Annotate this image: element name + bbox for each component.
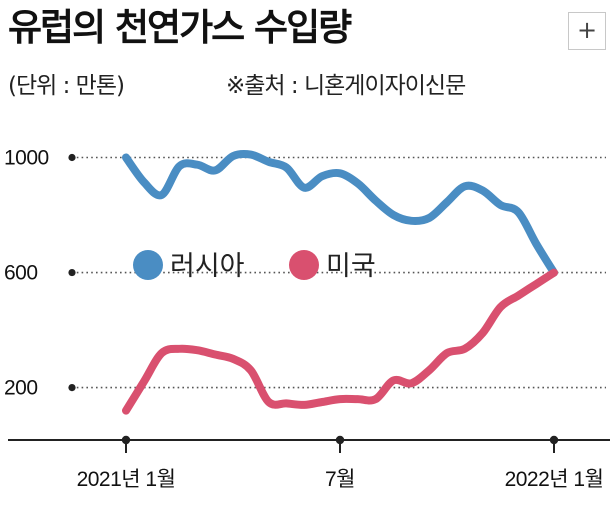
series-line-usa [122,268,558,415]
x-tick-label-1: 7월 [325,468,355,491]
legend-dot-russia [133,250,163,280]
y-tick-dot-1000 [68,153,76,162]
legend-dot-usa [289,250,319,280]
y-tick-dot-200 [68,384,76,392]
zoom-in-button[interactable]: + [568,12,606,50]
x-tick-label-2: 2022년 1월 [505,468,604,491]
y-tick-dot-600 [68,268,76,277]
unit-label: (단위 : 만톤) [8,73,125,99]
x-tick-label-0: 2021년 1월 [77,468,176,491]
series-line-russia [122,149,558,277]
y-tick-label-200: 200 [4,377,38,400]
series-layer [122,149,558,415]
chart-title: 유럽의 천연가스 수입량 [8,6,352,49]
y-tick-label-600: 600 [4,262,38,285]
x-axis: 2021년 1월 7월 2022년 1월 [8,435,610,491]
legend-label-usa: 미국 [326,251,376,282]
y-tick-label-1000: 1000 [4,147,49,170]
legend: 러시아 미국 [133,250,376,282]
legend-label-russia: 러시아 [170,251,245,282]
grid-layer: 1000 600 200 [4,147,606,400]
source-label: ※출처 : 니혼게이자이신문 [226,73,466,99]
